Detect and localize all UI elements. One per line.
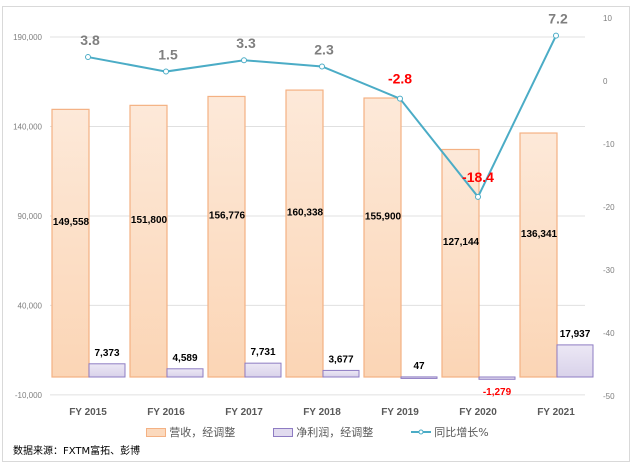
revenue-bar <box>51 108 90 378</box>
profit-bar <box>400 376 438 379</box>
revenue-bar <box>207 95 246 378</box>
growth-data-label: 7.2 <box>548 11 568 27</box>
growth-point <box>397 95 403 102</box>
legend-item-growth: 同比增长% <box>411 424 489 440</box>
profit-data-label: 4,589 <box>172 353 197 364</box>
legend-label-growth: 同比增长% <box>434 426 489 439</box>
growth-point <box>475 193 481 200</box>
revenue-data-label: 127,144 <box>443 237 480 248</box>
right-tick-label: -30 <box>603 266 615 275</box>
legend: 营收，经调整 净利润，经调整 同比增长% <box>0 424 635 440</box>
growth-data-label: 1.5 <box>158 47 178 63</box>
profit-data-label: 7,373 <box>94 348 119 359</box>
profit-bar <box>478 376 516 380</box>
revenue-data-label: 160,338 <box>287 208 324 219</box>
right-tick-label: -20 <box>603 203 615 212</box>
revenue-data-label: 156,776 <box>209 211 246 222</box>
growth-data-label: 2.3 <box>314 42 334 58</box>
profit-bar <box>244 362 282 378</box>
profit-data-label: 17,937 <box>560 329 591 340</box>
category-label: FY 2021 <box>537 407 575 418</box>
profit-bar <box>556 344 594 378</box>
revenue-data-label: 149,558 <box>53 217 90 228</box>
category-label: FY 2018 <box>303 407 341 418</box>
legend-swatch-profit <box>273 427 294 437</box>
category-label: FY 2017 <box>225 407 263 418</box>
revenue-bar <box>363 97 402 378</box>
legend-item-profit: 净利润，经调整 <box>273 424 373 440</box>
revenue-data-label: 155,900 <box>365 212 402 223</box>
profit-bar <box>322 369 360 378</box>
revenue-bar <box>129 104 168 378</box>
profit-data-label: -1,279 <box>483 387 512 398</box>
revenue-bar <box>441 148 480 378</box>
left-tick-label: -10,000 <box>15 391 43 400</box>
legend-label-profit: 净利润，经调整 <box>296 426 374 439</box>
category-label: FY 2019 <box>381 407 419 418</box>
growth-data-label: -18.4 <box>462 169 494 185</box>
right-tick-label: 10 <box>603 14 612 23</box>
category-label: FY 2015 <box>69 407 107 418</box>
legend-swatch-revenue <box>146 427 167 437</box>
growth-data-label: 3.8 <box>80 32 100 48</box>
profit-data-label: 7,731 <box>250 347 275 358</box>
growth-data-label: 3.3 <box>236 35 256 51</box>
category-label: FY 2020 <box>459 407 497 418</box>
right-tick-label: -10 <box>603 140 615 149</box>
source-note: 数据来源：FXTM富拓、彭博 <box>13 446 141 457</box>
growth-data-label: -2.8 <box>388 71 412 87</box>
profit-bar <box>88 363 126 378</box>
revenue-data-label: 151,800 <box>131 215 168 226</box>
profit-bar <box>166 368 204 378</box>
left-tick-label: 90,000 <box>18 212 43 221</box>
right-tick-label: -40 <box>603 329 615 338</box>
profit-data-label: 3,677 <box>328 354 353 365</box>
revenue-data-label: 136,341 <box>521 229 558 240</box>
growth-point <box>241 57 247 64</box>
chart-frame <box>2 6 630 462</box>
legend-item-revenue: 营收，经调整 <box>146 424 235 440</box>
legend-line-growth <box>411 429 432 435</box>
profit-data-label: 47 <box>413 361 425 372</box>
growth-point <box>319 63 325 70</box>
right-tick-label: 0 <box>603 77 608 86</box>
revenue-bar <box>285 89 324 378</box>
growth-point <box>163 68 169 75</box>
revenue-bar <box>519 132 558 378</box>
left-tick-label: 40,000 <box>18 301 43 310</box>
left-tick-label: 190,000 <box>13 33 42 42</box>
growth-point <box>553 32 559 39</box>
legend-label-revenue: 营收，经调整 <box>169 426 236 439</box>
right-tick-label: -50 <box>603 392 615 401</box>
growth-point <box>85 54 91 61</box>
left-tick-label: 140,000 <box>13 122 42 131</box>
category-label: FY 2016 <box>147 407 185 418</box>
